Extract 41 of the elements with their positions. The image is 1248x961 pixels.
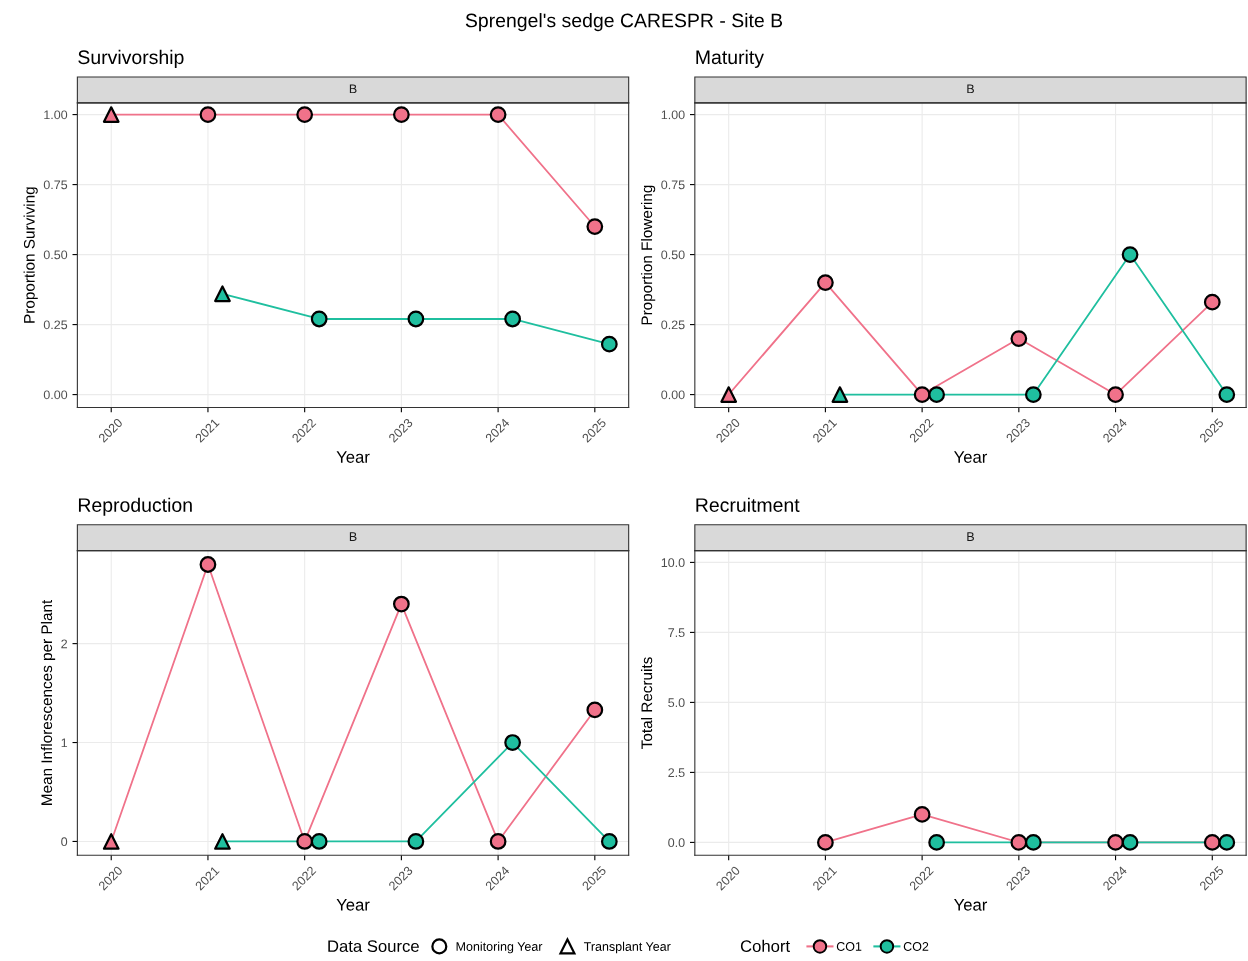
x-axis-title: Year (336, 451, 370, 463)
y-tick-label: 7.5 (668, 628, 685, 638)
x-axis-title: Year (954, 899, 988, 911)
y-tick-label: 2 (61, 639, 68, 649)
y-tick-label: 0.75 (661, 180, 685, 190)
chart-subtitle: B (967, 84, 974, 94)
legend-label: CO2 (903, 942, 929, 951)
text: Sprengel's sedge CARESPR - Site B (465, 13, 783, 32)
chart-title: Maturity (696, 49, 764, 68)
y-tick-label: 0.75 (43, 180, 68, 190)
text: Data Source (328, 940, 419, 953)
y-tick-label: 0.25 (661, 320, 685, 330)
legend-title: Cohort (740, 939, 790, 953)
y-tick-label: 0.0 (668, 838, 685, 848)
y-tick-label: 0.50 (43, 250, 68, 260)
chart-subtitle: B (349, 532, 357, 541)
y-tick-label: 5.0 (668, 698, 685, 708)
y-tick-label: 0.50 (661, 250, 685, 260)
chart-title: Recruitment (696, 497, 800, 512)
legend-label: Transplant Year (583, 941, 671, 954)
chart-title: Reproduction (78, 497, 192, 516)
y-tick-label: 2.5 (668, 768, 685, 778)
y-axis-title: Proportion Surviving (23, 187, 38, 323)
chart-subtitle: B (967, 532, 974, 541)
legend-label: CO1 (836, 942, 862, 951)
x-axis-title: Year (336, 899, 370, 911)
y-axis-title: Mean Inflorescences per Plant (40, 599, 56, 805)
y-tick-label: 0 (61, 837, 68, 847)
chart-subtitle: B (349, 84, 357, 94)
y-axis-title: Total Recruits (640, 657, 653, 749)
y-tick-label: 0.25 (43, 320, 68, 330)
y-tick-label: 10.0 (661, 558, 685, 568)
y-tick-label: 0.00 (661, 390, 685, 400)
legend-label: Monitoring Year (456, 941, 543, 954)
y-tick-label: 0.00 (43, 390, 68, 400)
y-tick-label: 1.00 (661, 110, 685, 120)
y-tick-label: 1.00 (44, 110, 68, 120)
y-axis-title: Proportion Flowering (640, 185, 656, 325)
y-tick-label: 1 (61, 738, 68, 748)
chart-title: Survivorship (78, 49, 184, 68)
x-axis-title: Year (954, 451, 988, 463)
